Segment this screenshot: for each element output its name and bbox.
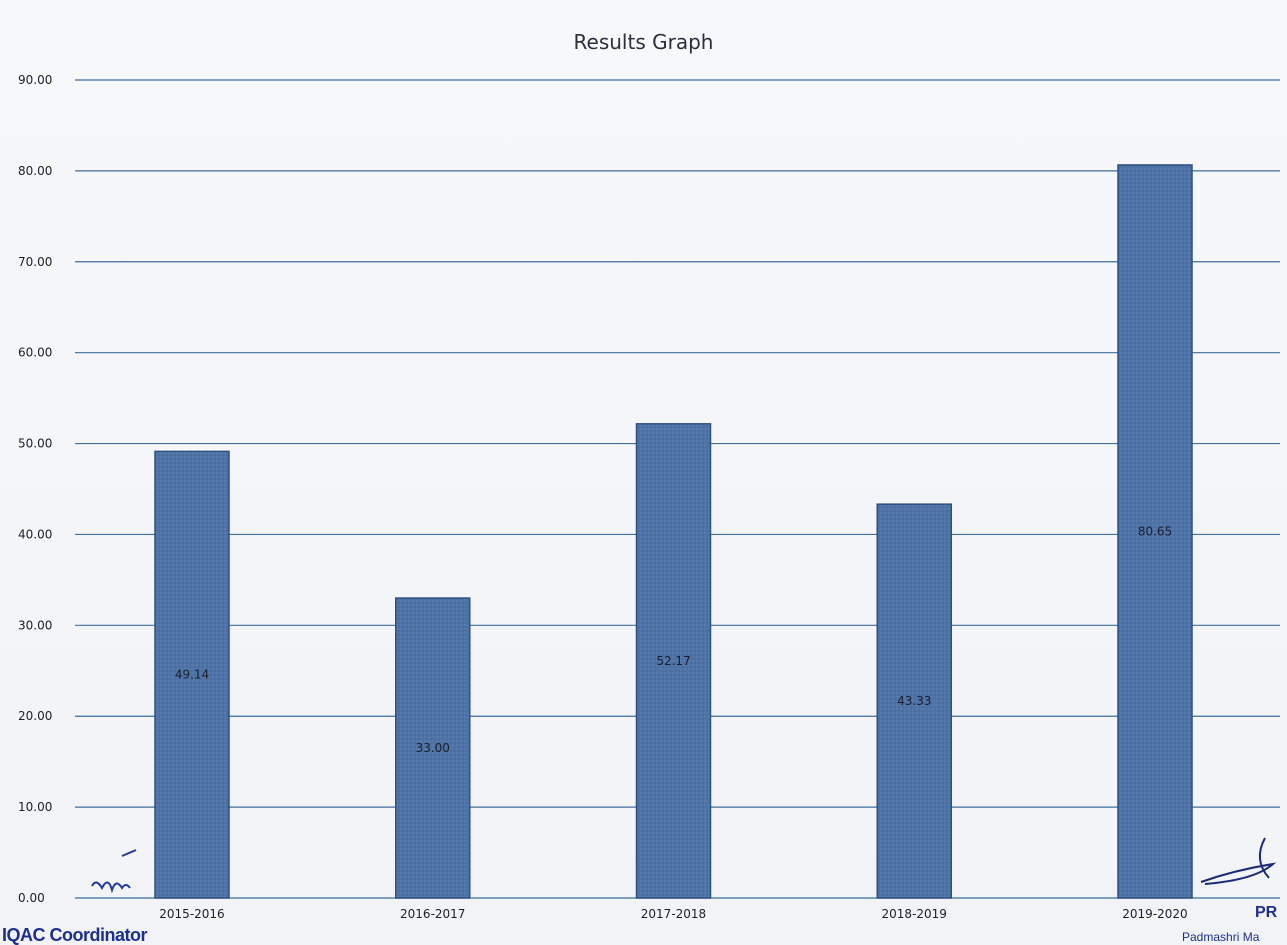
y-tick-label: 0.00 xyxy=(18,891,45,905)
footer-right-subtext: Padmashri Ma xyxy=(1182,930,1260,944)
bar xyxy=(395,597,471,899)
footer-left-text: IQAC Coordinator xyxy=(2,925,148,945)
category-label: 2016-2017 xyxy=(400,907,465,921)
data-labels: 49.14 33.00 52.17 43.33 80.65 xyxy=(175,524,1172,755)
data-label: 43.33 xyxy=(897,694,931,708)
data-label: 49.14 xyxy=(175,668,209,682)
category-label: 2018-2019 xyxy=(882,907,947,921)
bars xyxy=(154,164,1193,899)
bar xyxy=(154,450,230,899)
data-label: 52.17 xyxy=(656,654,690,668)
y-tick-label: 50.00 xyxy=(18,437,52,451)
bar xyxy=(635,423,712,899)
y-tick-label: 60.00 xyxy=(18,346,52,360)
category-label: 2015-2016 xyxy=(159,907,224,921)
x-axis-categories: 2015-2016 2016-2017 2017-2018 2018-2019 2019… xyxy=(159,907,1187,921)
category-label: 2019-2020 xyxy=(1122,907,1187,921)
y-axis-ticks: 0.00 10.00 20.00 30.00 40.00 50.00 60.00 70.00 8… xyxy=(18,73,52,905)
y-tick-label: 10.00 xyxy=(18,800,52,814)
y-tick-label: 40.00 xyxy=(18,527,52,541)
y-tick-label: 90.00 xyxy=(18,73,52,87)
bar xyxy=(1117,164,1193,899)
bar xyxy=(876,503,952,899)
y-tick-label: 30.00 xyxy=(18,618,52,632)
category-label: 2017-2018 xyxy=(641,907,706,921)
y-tick-label: 20.00 xyxy=(18,709,52,723)
data-label: 33.00 xyxy=(416,741,450,755)
y-tick-label: 80.00 xyxy=(18,164,52,178)
y-tick-label: 70.00 xyxy=(18,255,52,269)
footer-right-text: PR xyxy=(1255,904,1278,921)
chart-title: Results Graph xyxy=(573,30,714,54)
data-label: 80.65 xyxy=(1138,524,1172,538)
